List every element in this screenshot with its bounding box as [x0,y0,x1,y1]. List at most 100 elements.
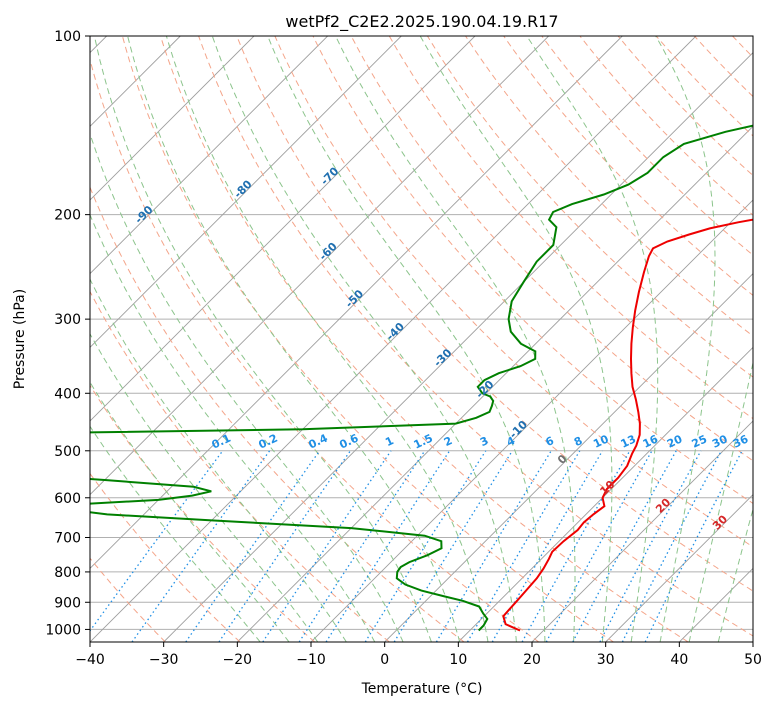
mixing-ratio-label: 16 [641,432,661,450]
mixing-ratio-label: 36 [731,432,751,450]
dry-adiabat-line [90,290,390,642]
x-tick-label: −10 [296,652,326,668]
dewpoint-profile [90,124,753,632]
adiabat-label: -40 [384,320,407,343]
mixing-ratio-label: 6 [544,434,557,449]
dry-adiabat-line [90,57,540,642]
moist-adiabat-line [90,381,290,642]
mixing-ratio-label: 8 [572,434,584,449]
adiabat-label: 30 [710,512,730,532]
x-tick-label: 40 [670,652,688,668]
x-axis-ticks: −40 −30 −20 −10 0 10 20 30 40 50 [75,642,762,668]
moist-adiabat-line [90,132,404,642]
x-tick-label: 50 [744,652,762,668]
mixing-ratio-label: 20 [665,432,685,450]
mixing-ratio-line [325,450,451,642]
dry-adiabat-line [388,36,753,420]
chart-title: wetPf2_C2E2.2025.190.04.19.R17 [285,12,558,32]
y-axis-label: Pressure (hPa) [12,289,28,389]
mixing-ratio-label: 13 [619,432,638,450]
moist-adiabat-line [165,36,489,642]
mixing-ratio-line [218,450,351,642]
moist-adiabat-line [93,36,432,642]
curve-labels: 0.1 0.2 0.4 0.6 1 1.5 2 3 4 6 8 10 13 16 20 25 30 36-100-… [29,164,751,532]
mixing-ratio-lines [90,450,743,642]
dry-adiabat-line [312,36,753,505]
isotherm-line [90,36,402,348]
mixing-ratio-line [621,450,722,642]
mixing-ratio-label: 30 [710,432,730,450]
moist-adiabat-line [90,425,261,642]
dry-adiabat-line [693,36,753,98]
mixing-ratio-label: 2 [442,434,454,449]
isotherm-line [531,420,753,642]
mixing-ratio-label: 10 [591,432,611,450]
isotherm-line [752,641,753,642]
dry-adiabat-line [90,472,241,642]
moist-adiabat-line [335,36,576,642]
dry-adiabat-line [732,36,753,58]
x-tick-label: 20 [523,652,541,668]
isotherm-line [605,494,753,642]
adiabat-label: -20 [473,378,496,401]
adiabat-label: -100 [29,227,58,256]
moist-adiabat-line [655,36,716,642]
adiabat-label: -70 [318,164,341,187]
profile-series [90,124,753,632]
mixing-ratio-label: 1.5 [412,432,435,452]
isotherm-line [163,52,753,642]
mixing-ratio-label: 25 [690,432,709,450]
x-axis-label: Temperature (°C) [361,681,483,697]
adiabat-label: -80 [231,177,254,200]
moist-adiabat-line [419,36,613,642]
moist-adiabat-line [127,36,461,642]
x-tick-label: 10 [449,652,467,668]
y-tick-label: 800 [54,565,81,581]
dry-adiabat-line [503,36,753,296]
plot-area: 0.1 0.2 0.4 0.6 1 1.5 2 3 4 6 8 10 13 16 20 25 30 36-100-… [29,36,753,642]
isotherm-line [679,567,753,642]
dry-adiabat-line [274,36,753,548]
isotherm-line [90,36,476,422]
adiabat-label: -50 [343,287,366,310]
moist-adiabat-line [526,36,659,642]
mixing-ratio-line [435,450,552,642]
mixing-ratio-line [298,450,426,642]
isotherm-line [458,346,753,642]
temperature-profile [502,218,753,632]
mixing-ratio-line [466,450,581,642]
adiabat-label: -30 [431,346,454,369]
isotherm-line [90,36,255,201]
mixing-ratio-line [364,450,487,642]
isotherm-line [90,36,328,275]
mixing-ratio-line [131,450,271,642]
dry-adiabat-line [655,36,753,137]
x-tick-label: 30 [597,652,615,668]
moist-adiabat-line [90,278,347,642]
x-tick-label: 0 [380,652,389,668]
dry-adiabat-line [426,36,753,378]
y-tick-label: 500 [54,444,81,460]
x-tick-label: −20 [223,652,253,668]
moist-adiabat-line [90,213,376,642]
mixing-ratio-line [599,450,702,642]
x-tick-label: −30 [149,652,179,668]
pressure-gridlines [90,36,753,630]
y-tick-label: 100 [54,29,81,45]
mixing-ratio-label: 0.4 [307,431,330,451]
y-tick-label: 200 [54,208,81,224]
moist-adiabat-line [90,332,319,642]
isotherm-line [90,36,549,496]
dry-adiabat-line [160,36,689,642]
isotherm-line [90,36,623,569]
dry-adiabat-line [90,185,465,642]
mixing-ratio-line [572,450,677,642]
moist-adiabat-line [688,360,753,642]
moist-adiabat-line [717,507,753,642]
y-tick-label: 1000 [45,622,81,638]
mixing-ratio-label: 0.1 [210,432,233,452]
y-axis-ticks: 100 200 300 400 500 600 700 800 900 1000 [45,29,90,638]
isotherm-line [237,125,753,642]
mixing-ratio-label: 3 [478,434,490,449]
